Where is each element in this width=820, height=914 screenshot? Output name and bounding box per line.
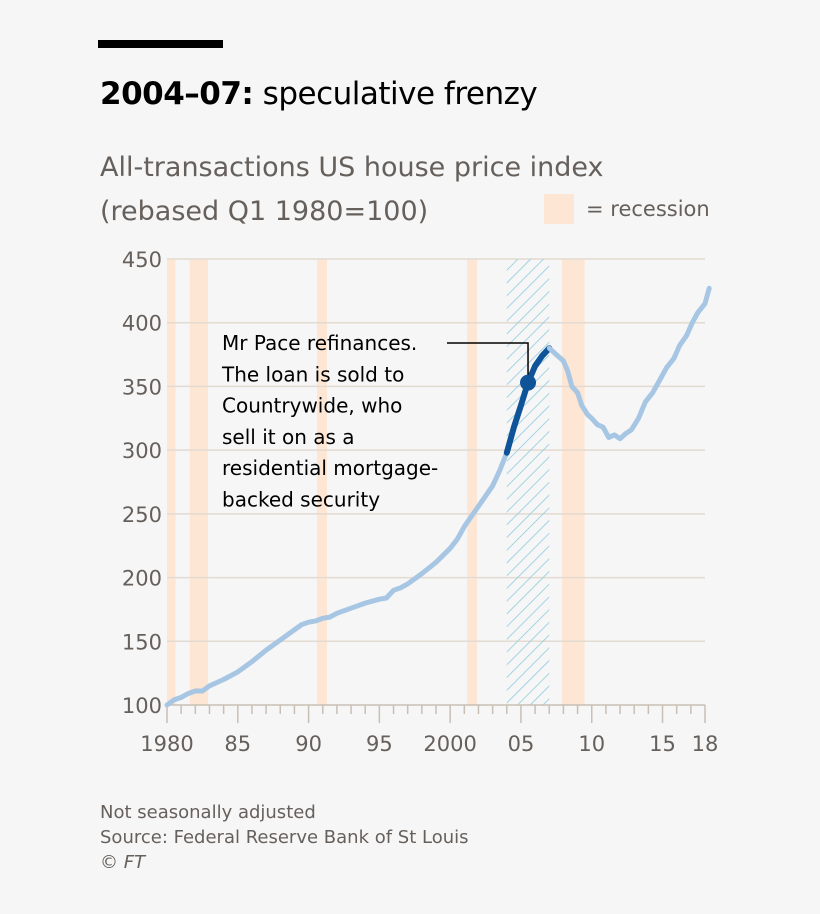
x-tick-label: 1980 [140,732,193,756]
x-tick-label: 2000 [423,732,476,756]
x-tick-label: 10 [578,732,605,756]
annotation-text-line: Mr Pace refinances. [222,331,417,355]
title-rest: speculative frenzy [253,76,538,112]
note: Not seasonally adjusted [100,802,316,823]
legend: = recession [544,194,710,224]
y-tick-label: 450 [122,248,162,272]
recession-band [317,259,327,705]
recession-band [467,259,478,705]
x-tick-label: 15 [649,732,676,756]
source: Source: Federal Reserve Bank of St Louis [100,827,469,848]
annotation-text-line: residential mortgage- [222,456,438,480]
y-tick-label: 250 [122,503,162,527]
y-tick-label: 100 [122,694,162,718]
series-line [546,285,712,442]
x-tick-label: 95 [366,732,393,756]
annotation-text-line: backed security [222,488,380,512]
chart-subtitle: All-transactions US house price index (r… [100,146,604,234]
annotation-text-line: Countrywide, who [222,394,402,418]
y-tick-label: 400 [122,312,162,336]
credit: © FT [100,852,146,873]
series-line [164,450,510,708]
x-tick-label: 05 [508,732,535,756]
legend-recession-label: = recession [586,197,710,221]
recession-band [562,259,585,705]
y-tick-label: 150 [122,630,162,654]
annotation-leader-line [447,342,529,383]
recession-band [189,259,209,705]
annotation-text-line: sell it on as a [222,425,355,449]
y-tick-label: 200 [122,567,162,591]
title-bold: 2004–07: [100,76,254,112]
subtitle-line-1: All-transactions US house price index [100,152,604,183]
highlight-period-hatch [506,259,550,705]
x-tick-label: 90 [295,732,322,756]
x-tick-label: 85 [224,732,251,756]
title-rule [98,40,223,48]
recession-band [167,259,176,705]
y-tick-label: 300 [122,439,162,463]
x-tick-label: 18 [692,732,719,756]
legend-recession-swatch [544,194,574,224]
y-tick-label: 350 [122,375,162,399]
subtitle-line-2: (rebased Q1 1980=100) [100,196,429,227]
annotation-text-line: The loan is sold to [221,362,404,386]
footnotes: Not seasonally adjusted Source: Federal … [100,800,469,875]
chart-title: 2004–07: speculative frenzy [100,76,538,112]
annotation-marker [520,374,537,391]
